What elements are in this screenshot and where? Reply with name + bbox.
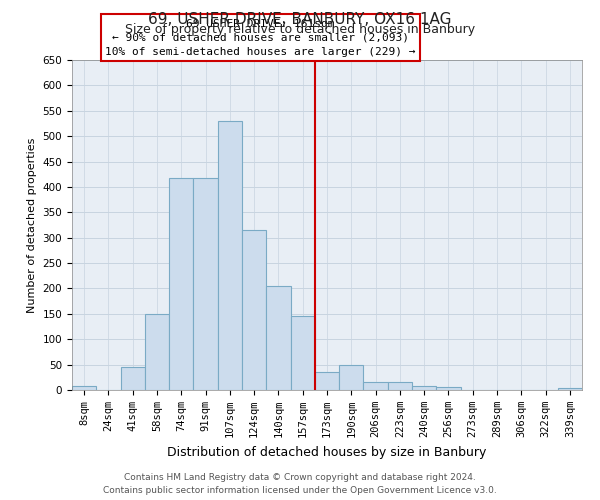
X-axis label: Distribution of detached houses by size in Banbury: Distribution of detached houses by size … [167, 446, 487, 458]
Bar [436, 388, 461, 390]
Bar [218, 121, 242, 390]
Bar [364, 382, 388, 390]
Bar [558, 388, 582, 390]
Bar [145, 314, 169, 390]
Text: 69 USHER DRIVE: 161sqm
← 90% of detached houses are smaller (2,093)
10% of semi-: 69 USHER DRIVE: 161sqm ← 90% of detached… [106, 18, 416, 57]
Y-axis label: Number of detached properties: Number of detached properties [27, 138, 37, 312]
Text: Contains HM Land Registry data © Crown copyright and database right 2024.
Contai: Contains HM Land Registry data © Crown c… [103, 474, 497, 495]
Bar [388, 382, 412, 390]
Bar [193, 178, 218, 390]
Bar [169, 178, 193, 390]
Bar [242, 230, 266, 390]
Bar [412, 386, 436, 390]
Bar [72, 386, 96, 390]
Bar [290, 316, 315, 390]
Text: Size of property relative to detached houses in Banbury: Size of property relative to detached ho… [125, 22, 475, 36]
Bar [266, 286, 290, 390]
Bar [315, 372, 339, 390]
Text: 69, USHER DRIVE, BANBURY, OX16 1AG: 69, USHER DRIVE, BANBURY, OX16 1AG [148, 12, 452, 28]
Bar [121, 367, 145, 390]
Bar [339, 364, 364, 390]
